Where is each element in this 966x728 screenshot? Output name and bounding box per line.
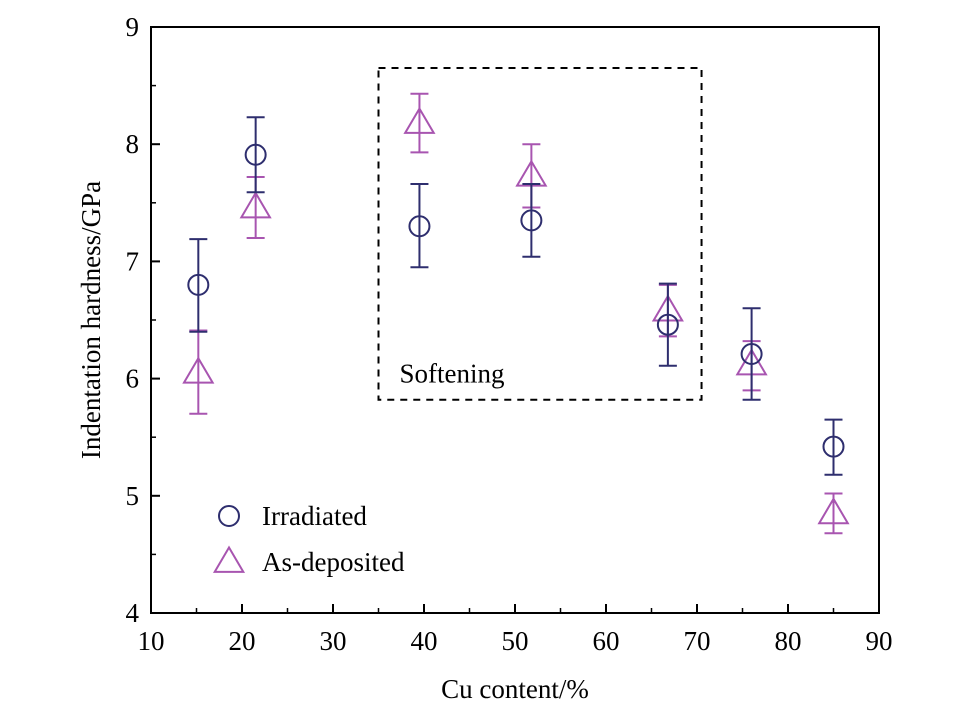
x-tick-label: 90: [866, 626, 893, 656]
y-tick-label: 7: [126, 246, 140, 276]
data-point-triangle: [182, 356, 215, 384]
series-layer: [182, 92, 850, 535]
x-tick-label: 40: [411, 626, 438, 656]
legend-marker-triangle: [212, 545, 246, 573]
x-tick-label: 60: [593, 626, 620, 656]
softening-region-box: [377, 67, 703, 401]
series-irradiated: [187, 116, 845, 476]
x-tick-label: 50: [502, 626, 529, 656]
legend-label: As-deposited: [262, 547, 405, 577]
data-point-triangle: [239, 191, 272, 219]
x-tick-label: 10: [138, 626, 165, 656]
y-tick-label: 4: [126, 598, 140, 628]
x-axis-title: Cu content/%: [441, 674, 589, 704]
x-tick-label: 80: [775, 626, 802, 656]
data-point-circle: [244, 143, 267, 166]
y-tick-label: 5: [126, 481, 140, 511]
y-tick-label: 9: [126, 12, 140, 42]
x-axis-ticks: 10 20 30 40 50 60 70 80 90: [138, 604, 893, 656]
y-axis-title: Indentation hardness/GPa: [76, 181, 106, 459]
annotations: Softening: [377, 67, 703, 401]
x-tick-label: 20: [229, 626, 256, 656]
data-point-circle: [656, 313, 679, 336]
x-tick-label: 30: [320, 626, 347, 656]
data-point-circle: [187, 273, 210, 296]
data-point-triangle: [403, 106, 436, 134]
legend: Irradiated As-deposited: [212, 501, 405, 577]
data-point-circle: [520, 209, 543, 232]
data-point-triangle: [817, 496, 850, 525]
y-tick-label: 8: [126, 129, 140, 159]
data-point-circle: [822, 435, 845, 458]
y-tick-label: 6: [126, 364, 140, 394]
y-axis-ticks: 4 5 6 7 8 9: [126, 12, 160, 628]
series-as-deposited: [182, 92, 850, 535]
data-point-circle: [740, 342, 763, 365]
plot-frame: [150, 26, 880, 614]
data-point-circle: [408, 215, 431, 238]
legend-label: Irradiated: [262, 501, 367, 531]
x-tick-label: 70: [684, 626, 711, 656]
legend-marker-circle: [218, 505, 240, 527]
softening-label: Softening: [400, 359, 505, 389]
